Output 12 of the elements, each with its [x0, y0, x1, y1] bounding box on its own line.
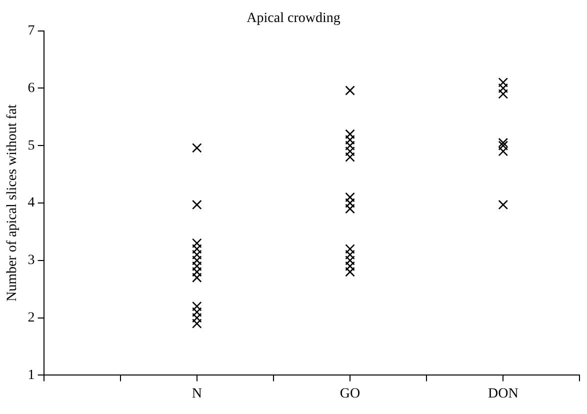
y-tick-label: 3 — [28, 253, 35, 268]
y-tick-label: 1 — [28, 368, 35, 383]
y-tick-label: 5 — [28, 138, 35, 154]
y-axis-title: Number of apical slices without fat — [5, 104, 20, 302]
chart-title: Apical crowding — [246, 11, 340, 26]
y-tick-label: 7 — [28, 23, 35, 38]
x-tick-label: GO — [340, 386, 360, 402]
y-tick-label: 4 — [28, 196, 35, 211]
x-tick-label: DON — [488, 386, 518, 402]
y-tick-label: 6 — [28, 80, 35, 96]
x-tick-label: N — [192, 386, 202, 402]
y-tick-label: 2 — [28, 310, 35, 326]
